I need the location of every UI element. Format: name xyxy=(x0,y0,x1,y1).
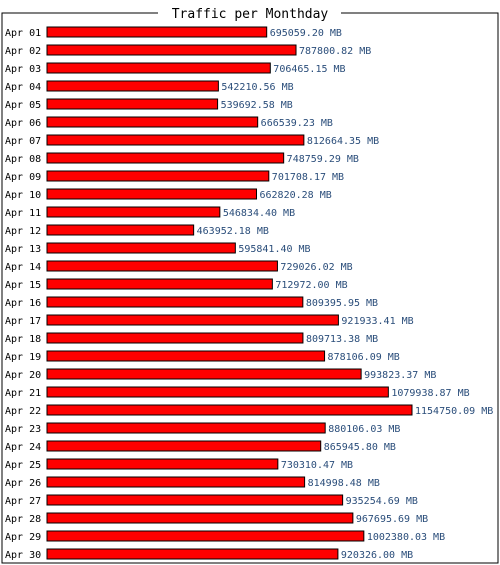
category-label: Apr 06 xyxy=(5,118,41,129)
value-label: 730310.47 MB xyxy=(281,460,353,471)
value-label: 546834.40 MB xyxy=(223,208,295,219)
bar xyxy=(46,350,326,362)
bar xyxy=(46,80,219,92)
category-label: Apr 09 xyxy=(5,172,41,183)
chart-frame xyxy=(1,12,499,564)
category-label: Apr 28 xyxy=(5,514,41,525)
category-label: Apr 07 xyxy=(5,136,41,147)
category-label: Apr 08 xyxy=(5,154,41,165)
category-label: Apr 17 xyxy=(5,316,41,327)
category-label: Apr 04 xyxy=(5,82,41,93)
category-label: Apr 10 xyxy=(5,190,41,201)
category-label: Apr 25 xyxy=(5,460,41,471)
bar-group: Apr 01 695059.20 MB Apr 02 787800.82 MB Apr … xyxy=(5,26,493,561)
value-label: 542210.56 MB xyxy=(221,82,293,93)
bar xyxy=(46,368,362,380)
category-label: Apr 15 xyxy=(5,280,41,291)
value-label: 812664.35 MB xyxy=(307,136,379,147)
value-label: 787800.82 MB xyxy=(299,46,371,57)
category-label: Apr 20 xyxy=(5,370,41,381)
value-label: 666539.23 MB xyxy=(261,118,333,129)
value-label: 814998.48 MB xyxy=(308,478,380,489)
category-label: Apr 29 xyxy=(5,532,41,543)
bar xyxy=(46,314,339,326)
category-label: Apr 02 xyxy=(5,46,41,57)
bar xyxy=(46,278,273,290)
bar xyxy=(46,242,236,254)
bar xyxy=(46,458,279,470)
value-label: 878106.09 MB xyxy=(328,352,400,363)
bar xyxy=(46,170,270,182)
category-label: Apr 23 xyxy=(5,424,41,435)
value-label: 1154750.09 MB xyxy=(415,406,493,417)
category-label: Apr 14 xyxy=(5,262,41,273)
bar xyxy=(46,548,339,560)
category-label: Apr 13 xyxy=(5,244,41,255)
value-label: 809395.95 MB xyxy=(306,298,378,309)
bar xyxy=(46,512,354,524)
chart-title: Traffic per Monthday xyxy=(172,7,329,22)
value-label: 967695.69 MB xyxy=(356,514,428,525)
bar xyxy=(46,404,413,416)
value-label: 921933.41 MB xyxy=(341,316,413,327)
bar xyxy=(46,476,306,488)
category-label: Apr 18 xyxy=(5,334,41,345)
bar xyxy=(46,188,258,200)
bar xyxy=(46,530,365,542)
category-label: Apr 21 xyxy=(5,388,41,399)
bar xyxy=(46,26,268,38)
value-label: 463952.18 MB xyxy=(197,226,269,237)
bar xyxy=(46,440,322,452)
bar xyxy=(46,260,278,272)
category-label: Apr 01 xyxy=(5,28,41,39)
category-label: Apr 22 xyxy=(5,406,41,417)
value-label: 662820.28 MB xyxy=(260,190,332,201)
value-label: 920326.00 MB xyxy=(341,550,413,561)
value-label: 880106.03 MB xyxy=(328,424,400,435)
value-label: 712972.00 MB xyxy=(275,280,347,291)
value-label: 595841.40 MB xyxy=(238,244,310,255)
category-label: Apr 05 xyxy=(5,100,41,111)
category-label: Apr 30 xyxy=(5,550,41,561)
category-label: Apr 27 xyxy=(5,496,41,507)
category-label: Apr 16 xyxy=(5,298,41,309)
value-label: 706465.15 MB xyxy=(273,64,345,75)
category-label: Apr 12 xyxy=(5,226,41,237)
bar xyxy=(46,206,221,218)
value-label: 809713.38 MB xyxy=(306,334,378,345)
value-label: 539692.58 MB xyxy=(221,100,293,111)
value-label: 695059.20 MB xyxy=(270,28,342,39)
value-label: 729026.02 MB xyxy=(280,262,352,273)
value-label: 993823.37 MB xyxy=(364,370,436,381)
value-label: 748759.29 MB xyxy=(287,154,359,165)
bar xyxy=(46,152,285,164)
bar xyxy=(46,386,389,398)
value-label: 865945.80 MB xyxy=(324,442,396,453)
bar xyxy=(46,296,304,308)
bar xyxy=(46,44,297,56)
value-label: 701708.17 MB xyxy=(272,172,344,183)
bar xyxy=(46,332,304,344)
category-label: Apr 26 xyxy=(5,478,41,489)
bar xyxy=(46,62,271,74)
bar xyxy=(46,98,219,110)
category-label: Apr 11 xyxy=(5,208,41,219)
bar xyxy=(46,224,195,236)
category-label: Apr 24 xyxy=(5,442,41,453)
bar xyxy=(46,134,305,146)
category-label: Apr 19 xyxy=(5,352,41,363)
bar xyxy=(46,422,326,434)
category-label: Apr 03 xyxy=(5,64,41,75)
value-label: 1002380.03 MB xyxy=(367,532,445,543)
value-label: 935254.69 MB xyxy=(346,496,418,507)
bar xyxy=(46,116,259,128)
value-label: 1079938.87 MB xyxy=(391,388,469,399)
bar xyxy=(46,494,344,506)
